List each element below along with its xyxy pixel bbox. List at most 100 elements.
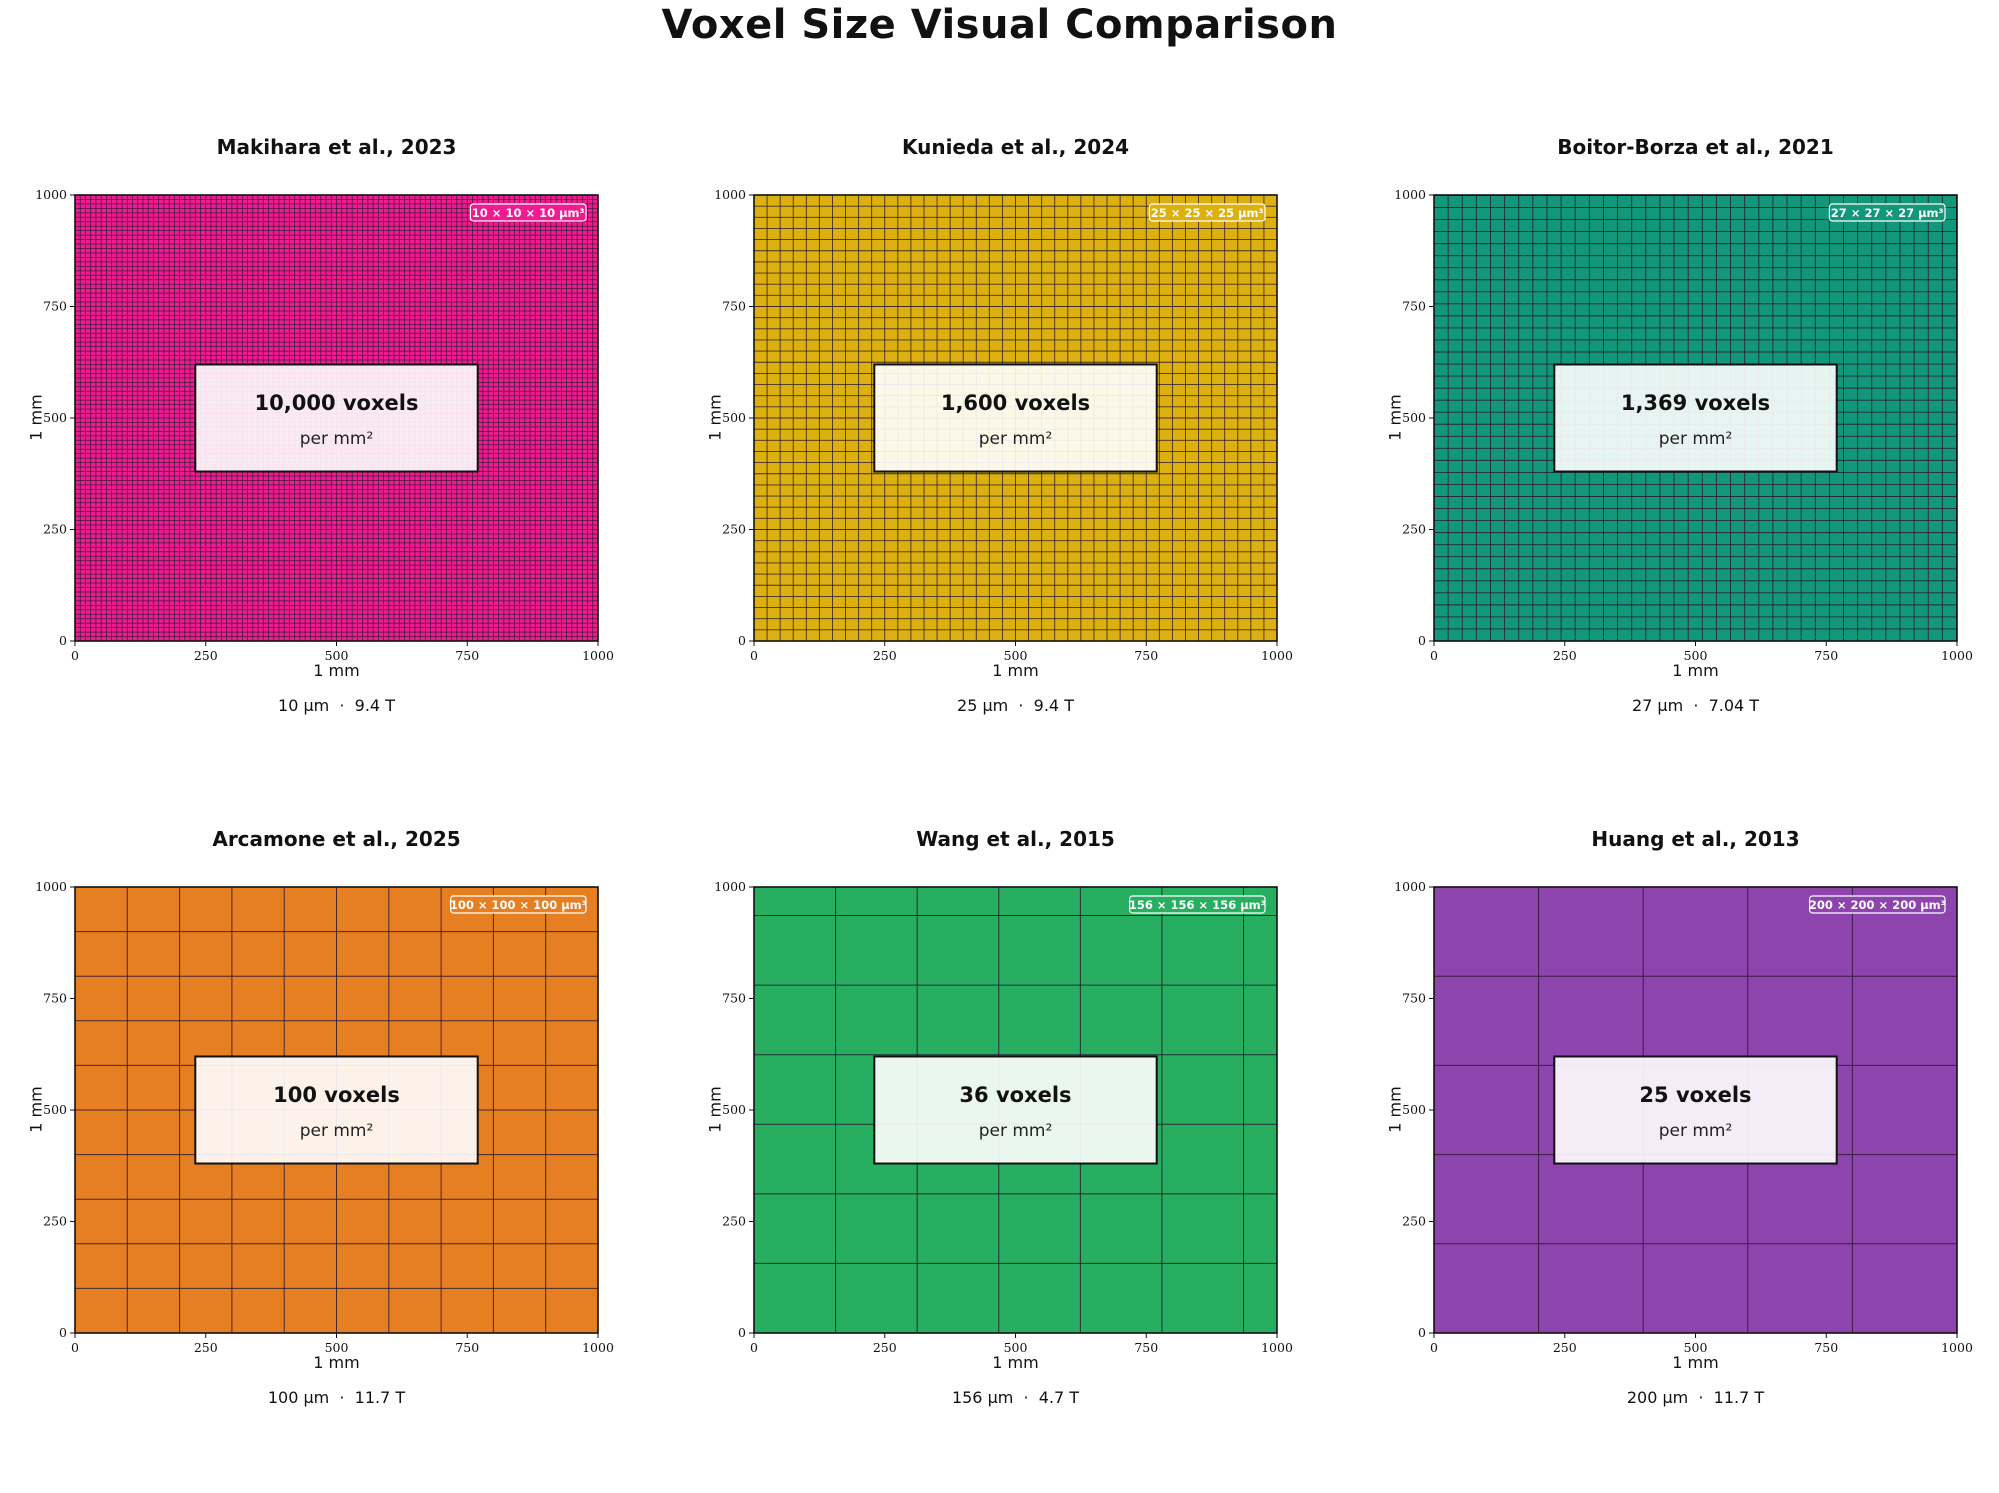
count-box-frame [873, 1055, 1158, 1165]
x-tick-label: 250 [1553, 648, 1577, 663]
y-tick-label: 0 [1418, 633, 1426, 648]
x-tick-label: 250 [873, 648, 897, 663]
badge-text: 156 × 156 × 156 µm³ [1129, 898, 1266, 912]
y-tick-label: 250 [1402, 522, 1426, 537]
x-axis-label: 1 mm [313, 661, 360, 680]
voxel-count-box: 1,369 voxels per mm² [1553, 363, 1838, 473]
y-tick-label: 1000 [35, 879, 67, 894]
panel-caption: 27 µm · 7.04 T [1631, 696, 1760, 715]
panel-title: Huang et al., 2013 [1591, 827, 1800, 851]
x-tick-label: 0 [750, 648, 758, 663]
chart-panel: Kunieda et al., 2024 0 250 500 750 1000 0 250 50… [706, 135, 1426, 775]
voxel-unit-text: per mm² [1659, 1121, 1733, 1141]
y-axis-label: 1 mm [26, 1086, 46, 1133]
panel-caption: 200 µm · 11.7 T [1626, 1388, 1765, 1407]
badge-box [450, 895, 587, 914]
y-tick-label: 250 [43, 1214, 67, 1229]
x-tick-label: 750 [455, 1340, 479, 1355]
voxel-size-badge: 27 × 27 × 27 µm³ [1828, 203, 1946, 222]
chart-panel: Boitor-Borza et al., 2021 0 250 500 750 1000 0… [1386, 135, 1999, 775]
panel-title: Wang et al., 2015 [916, 827, 1115, 851]
x-tick-label: 500 [1684, 1340, 1708, 1355]
x-tick-label: 750 [1814, 1340, 1838, 1355]
page-title: Voxel Size Visual Comparison [661, 2, 1338, 48]
x-tick-label: 0 [750, 1340, 758, 1355]
count-box-frame [194, 1055, 479, 1165]
y-tick-label: 1000 [714, 879, 746, 894]
voxel-count-box: 1,600 voxels per mm² [873, 363, 1158, 473]
voxel-grid-chart: 0 250 500 750 1000 0 250 500 750 1000 200 × 200 × … [1394, 879, 1973, 1355]
panel-title: Makihara et al., 2023 [216, 135, 457, 159]
panel-title: Arcamone et al., 2025 [212, 827, 461, 851]
y-tick-label: 1000 [35, 187, 67, 202]
y-tick-label: 500 [1402, 1102, 1426, 1117]
voxel-grid-chart: 0 250 500 750 1000 0 250 500 750 1000 156 × 156 × … [714, 879, 1293, 1355]
count-box-frame [873, 363, 1158, 473]
badge-text: 25 × 25 × 25 µm³ [1151, 206, 1264, 220]
y-tick-label: 750 [43, 991, 67, 1006]
y-tick-label: 1000 [714, 187, 746, 202]
x-tick-label: 500 [1684, 648, 1708, 663]
voxel-count-text: 1,369 voxels [1621, 391, 1770, 415]
voxel-count-box: 36 voxels per mm² [873, 1055, 1158, 1165]
x-tick-label: 750 [1134, 1340, 1158, 1355]
y-tick-label: 0 [738, 1325, 746, 1340]
x-axis-label: 1 mm [1672, 661, 1719, 680]
voxel-grid-chart: 0 250 500 750 1000 0 250 500 750 1000 25 × 25 × 25… [714, 187, 1293, 663]
voxel-grid-chart: 0 250 500 750 1000 0 250 500 750 1000 27 × 27 × 27… [1394, 187, 1973, 663]
x-tick-label: 750 [1814, 648, 1838, 663]
count-box-frame [194, 363, 479, 473]
voxel-count-text: 36 voxels [959, 1083, 1071, 1107]
panel-caption: 25 µm · 9.4 T [957, 696, 1074, 715]
voxel-grid-chart: 0 250 500 750 1000 0 250 500 750 1000 10 × 10 × 10… [35, 187, 614, 663]
voxel-size-badge: 200 × 200 × 200 µm³ [1809, 895, 1946, 914]
x-tick-label: 250 [873, 1340, 897, 1355]
x-tick-label: 500 [1004, 648, 1028, 663]
voxel-count-text: 10,000 voxels [255, 391, 419, 415]
badge-box [1148, 203, 1266, 222]
x-axis-label: 1 mm [992, 1353, 1039, 1372]
y-tick-label: 250 [722, 522, 746, 537]
y-tick-label: 500 [43, 1102, 67, 1117]
y-tick-label: 500 [1402, 410, 1426, 425]
x-tick-label: 750 [455, 648, 479, 663]
y-tick-label: 750 [1402, 299, 1426, 314]
count-box-frame [1553, 1055, 1838, 1165]
chart-panel: Makihara et al., 2023 0 250 500 750 1000 0 250 5… [27, 135, 747, 775]
voxel-count-text: 1,600 voxels [941, 391, 1090, 415]
y-tick-label: 750 [43, 299, 67, 314]
y-tick-label: 1000 [1394, 879, 1426, 894]
voxel-count-box: 25 voxels per mm² [1553, 1055, 1838, 1165]
voxel-count-box: 10,000 voxels per mm² [194, 363, 479, 473]
x-tick-label: 500 [325, 1340, 349, 1355]
y-axis-label: 1 mm [1385, 1086, 1405, 1133]
x-tick-label: 0 [71, 648, 79, 663]
x-tick-label: 1000 [1261, 648, 1293, 663]
x-tick-label: 250 [1553, 1340, 1577, 1355]
voxel-size-badge: 25 × 25 × 25 µm³ [1148, 203, 1266, 222]
voxel-unit-text: per mm² [300, 429, 374, 449]
y-tick-label: 1000 [1394, 187, 1426, 202]
voxel-unit-text: per mm² [979, 429, 1053, 449]
panel-caption: 100 µm · 11.7 T [267, 1388, 406, 1407]
voxel-grid-chart: 0 250 500 750 1000 0 250 500 750 1000 100 × 100 × … [35, 879, 614, 1355]
x-tick-label: 0 [71, 1340, 79, 1355]
badge-box [1828, 203, 1946, 222]
x-axis-label: 1 mm [313, 1353, 360, 1372]
x-tick-label: 500 [1004, 1340, 1028, 1355]
voxel-count-text: 25 voxels [1639, 1083, 1751, 1107]
badge-box [1809, 895, 1946, 914]
voxel-count-text: 100 voxels [273, 1083, 400, 1107]
voxel-unit-text: per mm² [1659, 429, 1733, 449]
x-tick-label: 0 [1430, 648, 1438, 663]
x-tick-label: 1000 [1941, 648, 1973, 663]
x-tick-label: 750 [1134, 648, 1158, 663]
x-tick-label: 250 [194, 648, 218, 663]
y-axis-label: 1 mm [705, 1086, 725, 1133]
y-tick-label: 250 [722, 1214, 746, 1229]
y-tick-label: 750 [1402, 991, 1426, 1006]
chart-panel: Huang et al., 2013 0 250 500 750 1000 0 250 500 7… [1386, 827, 1999, 1467]
badge-text: 200 × 200 × 200 µm³ [1809, 898, 1946, 912]
x-tick-label: 0 [1430, 1340, 1438, 1355]
chart-panel: Wang et al., 2015 0 250 500 750 1000 0 250 500 75… [706, 827, 1426, 1467]
